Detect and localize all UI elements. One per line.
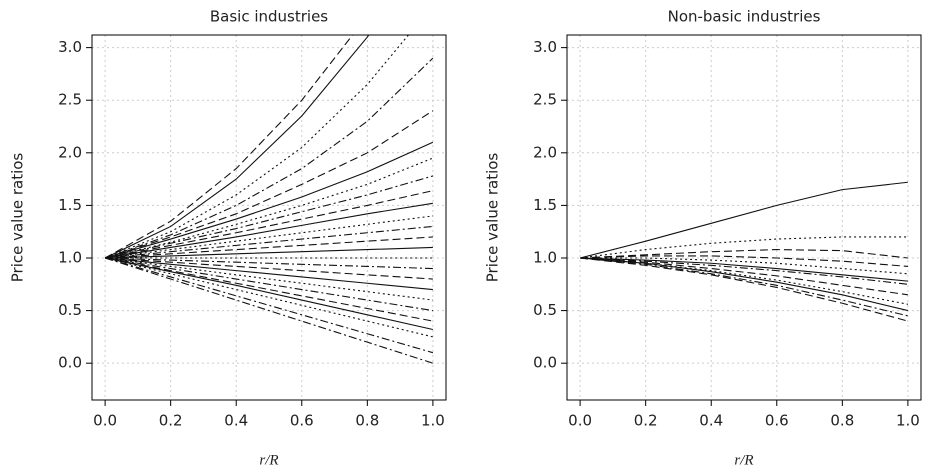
- y-axis-label: Price value ratios: [9, 153, 27, 283]
- series-line: [105, 257, 433, 270]
- series-line: [580, 257, 908, 285]
- series-line: [105, 257, 433, 301]
- y-tick-label: 0.0: [58, 354, 82, 372]
- x-tick-label: 0.4: [699, 412, 723, 430]
- y-tick-label: 2.0: [533, 143, 557, 161]
- lines: [104, 35, 434, 364]
- x-tick-label: 0.4: [224, 412, 248, 430]
- y-tick-label: 2.0: [58, 143, 82, 161]
- chart-title: Non-basic industries: [668, 8, 821, 26]
- y-tick-label: 2.5: [533, 91, 557, 109]
- series-line: [104, 57, 434, 259]
- x-axis-label: r/R: [734, 452, 753, 468]
- series-line: [105, 225, 433, 259]
- y-tick-label: 0.5: [533, 301, 557, 319]
- plot-frame: [91, 34, 447, 401]
- series-line: [580, 257, 908, 282]
- series-line: [580, 257, 909, 317]
- y-tick-label: 3.0: [58, 38, 82, 56]
- series-line: [580, 257, 908, 305]
- series-line: [580, 257, 908, 296]
- lines: [579, 181, 909, 322]
- plot-frame: [566, 34, 922, 401]
- series-line: [104, 35, 410, 259]
- series-line: [104, 257, 434, 354]
- y-tick-label: 1.5: [58, 196, 82, 214]
- series-line: [105, 257, 433, 322]
- series-line: [104, 110, 434, 259]
- x-tick-label: 0.2: [159, 412, 183, 430]
- x-tick-label: 0.2: [634, 412, 658, 430]
- x-tick-label: 0.0: [568, 412, 592, 430]
- x-tick-label: 0.6: [290, 412, 314, 430]
- series-line: [580, 257, 909, 322]
- series-line: [104, 257, 434, 331]
- series-line: [105, 257, 433, 291]
- y-axis-label: Price value ratios: [484, 153, 502, 283]
- series-line: [104, 257, 434, 338]
- series-line: [105, 236, 433, 259]
- y-tick-label: 1.0: [533, 248, 557, 266]
- series-line: [105, 257, 433, 312]
- series-line: [105, 257, 433, 280]
- y-tick-label: 2.5: [58, 91, 82, 109]
- y-tick-label: 0.5: [58, 301, 82, 319]
- series-line: [104, 175, 434, 259]
- series-line: [580, 249, 908, 259]
- series-line: [104, 35, 354, 259]
- chart-title: Basic industries: [210, 8, 328, 26]
- x-tick-label: 0.8: [355, 412, 379, 430]
- series-line: [105, 202, 433, 259]
- x-axis-label: r/R: [259, 452, 278, 468]
- x-tick-label: 1.0: [896, 412, 920, 430]
- series-line: [104, 157, 434, 259]
- y-tick-label: 0.0: [533, 354, 557, 372]
- series-line: [579, 181, 908, 259]
- series-line: [104, 35, 370, 259]
- y-tick-label: 3.0: [533, 38, 557, 56]
- series-line: [105, 246, 433, 259]
- y-tick-label: 1.0: [58, 248, 82, 266]
- x-tick-label: 0.6: [765, 412, 789, 430]
- series-line: [105, 215, 433, 259]
- x-tick-label: 0.0: [93, 412, 117, 430]
- series-line: [104, 257, 434, 364]
- x-tick-label: 1.0: [421, 412, 445, 430]
- series-line: [580, 236, 908, 259]
- series-line: [104, 141, 434, 259]
- series-line: [580, 255, 908, 267]
- x-tick-label: 0.8: [830, 412, 854, 430]
- y-tick-label: 1.5: [533, 196, 557, 214]
- series-line: [580, 257, 909, 312]
- series-line: [105, 190, 434, 259]
